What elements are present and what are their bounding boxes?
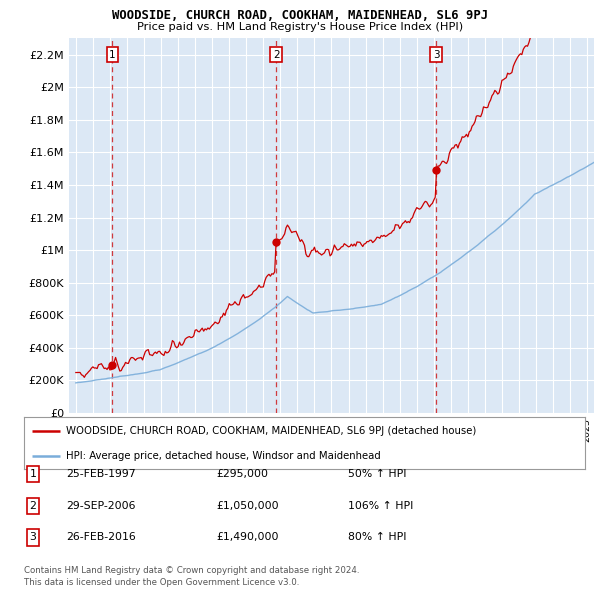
Text: WOODSIDE, CHURCH ROAD, COOKHAM, MAIDENHEAD, SL6 9PJ: WOODSIDE, CHURCH ROAD, COOKHAM, MAIDENHE… <box>112 9 488 22</box>
Text: 1: 1 <box>29 469 37 478</box>
Text: 50% ↑ HPI: 50% ↑ HPI <box>348 469 407 478</box>
Text: 80% ↑ HPI: 80% ↑ HPI <box>348 533 407 542</box>
Text: 3: 3 <box>29 533 37 542</box>
Text: Price paid vs. HM Land Registry's House Price Index (HPI): Price paid vs. HM Land Registry's House … <box>137 22 463 32</box>
Text: 1: 1 <box>109 50 116 60</box>
Text: WOODSIDE, CHURCH ROAD, COOKHAM, MAIDENHEAD, SL6 9PJ (detached house): WOODSIDE, CHURCH ROAD, COOKHAM, MAIDENHE… <box>66 426 476 436</box>
Text: 29-SEP-2006: 29-SEP-2006 <box>66 501 136 510</box>
Text: Contains HM Land Registry data © Crown copyright and database right 2024.
This d: Contains HM Land Registry data © Crown c… <box>24 566 359 587</box>
Text: £295,000: £295,000 <box>216 469 268 478</box>
Text: 2: 2 <box>29 501 37 510</box>
Text: HPI: Average price, detached house, Windsor and Maidenhead: HPI: Average price, detached house, Wind… <box>66 451 381 461</box>
Text: 26-FEB-2016: 26-FEB-2016 <box>66 533 136 542</box>
Text: £1,050,000: £1,050,000 <box>216 501 278 510</box>
Text: £1,490,000: £1,490,000 <box>216 533 278 542</box>
Text: 3: 3 <box>433 50 440 60</box>
Text: 25-FEB-1997: 25-FEB-1997 <box>66 469 136 478</box>
Text: 106% ↑ HPI: 106% ↑ HPI <box>348 501 413 510</box>
Text: 2: 2 <box>273 50 280 60</box>
